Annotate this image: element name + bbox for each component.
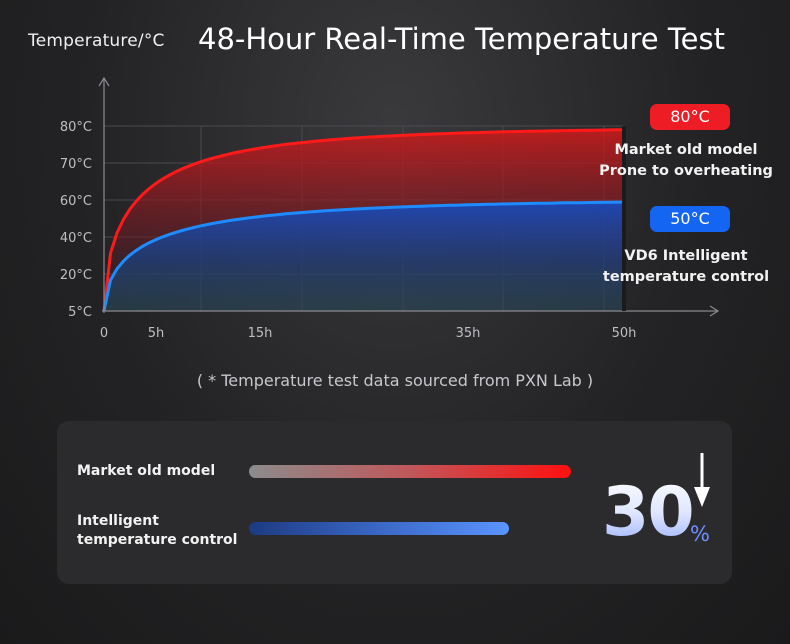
- x-tick-label: 0: [100, 326, 108, 341]
- comparison-panel: Market old model Intelligent temperature…: [57, 421, 732, 584]
- data-source-note: ( * Temperature test data sourced from P…: [196, 371, 594, 390]
- x-axis-arrow: [709, 305, 720, 317]
- y-axis-unit: Temperature/°C: [28, 31, 165, 51]
- vd6-area: [104, 202, 624, 311]
- y-tick-label: 20°C: [60, 268, 92, 283]
- old-model-compare-label: Market old model: [77, 463, 216, 479]
- temperature-chart: 5°C 20°C 40°C 60°C 70°C 80°C 0 5h 15h 35h 50h: [60, 76, 720, 341]
- old-model-line: [102, 128, 624, 312]
- reduction-value: 30: [602, 473, 695, 552]
- y-tick-label: 80°C: [60, 120, 92, 135]
- old-model-label-line1: Market old model: [614, 142, 758, 158]
- reduction-unit: %: [690, 522, 710, 546]
- y-axis-arrow: [98, 76, 110, 87]
- x-tick-label: 15h: [248, 326, 273, 341]
- vd6-label-line1: VD6 Intelligent: [624, 248, 748, 264]
- old-model-label-line2: Prone to overheating: [599, 163, 773, 179]
- y-tick-label: 60°C: [60, 194, 92, 209]
- old-model-temp-badge: 80°C: [650, 104, 730, 130]
- x-tick-label: 5h: [148, 326, 165, 341]
- intelligent-control-compare-bar: [249, 522, 509, 535]
- vd6-temp-badge: 50°C: [650, 206, 730, 232]
- y-tick-label: 40°C: [60, 231, 92, 246]
- x-tick-label: 50h: [612, 326, 637, 341]
- intelligent-control-compare-label: Intelligent temperature control: [77, 513, 238, 548]
- y-tick-label: 5°C: [68, 305, 92, 320]
- vd6-label-line2: temperature control: [602, 269, 770, 285]
- vd6-line: [102, 200, 624, 312]
- chart-title: 48-Hour Real-Time Temperature Test: [198, 22, 725, 56]
- old-model-compare-bar: [249, 465, 571, 478]
- chart-ticks: 5°C 20°C 40°C 60°C 70°C 80°C 0 5h 15h 35h 50h: [60, 120, 637, 341]
- old-model-label: Market old model Prone to overheating: [596, 140, 776, 182]
- chart-axes: [98, 76, 720, 317]
- x-tick-label: 35h: [456, 326, 481, 341]
- y-tick-label: 70°C: [60, 157, 92, 172]
- down-arrow-icon: [694, 453, 710, 507]
- vd6-label: VD6 Intelligent temperature control: [596, 246, 776, 288]
